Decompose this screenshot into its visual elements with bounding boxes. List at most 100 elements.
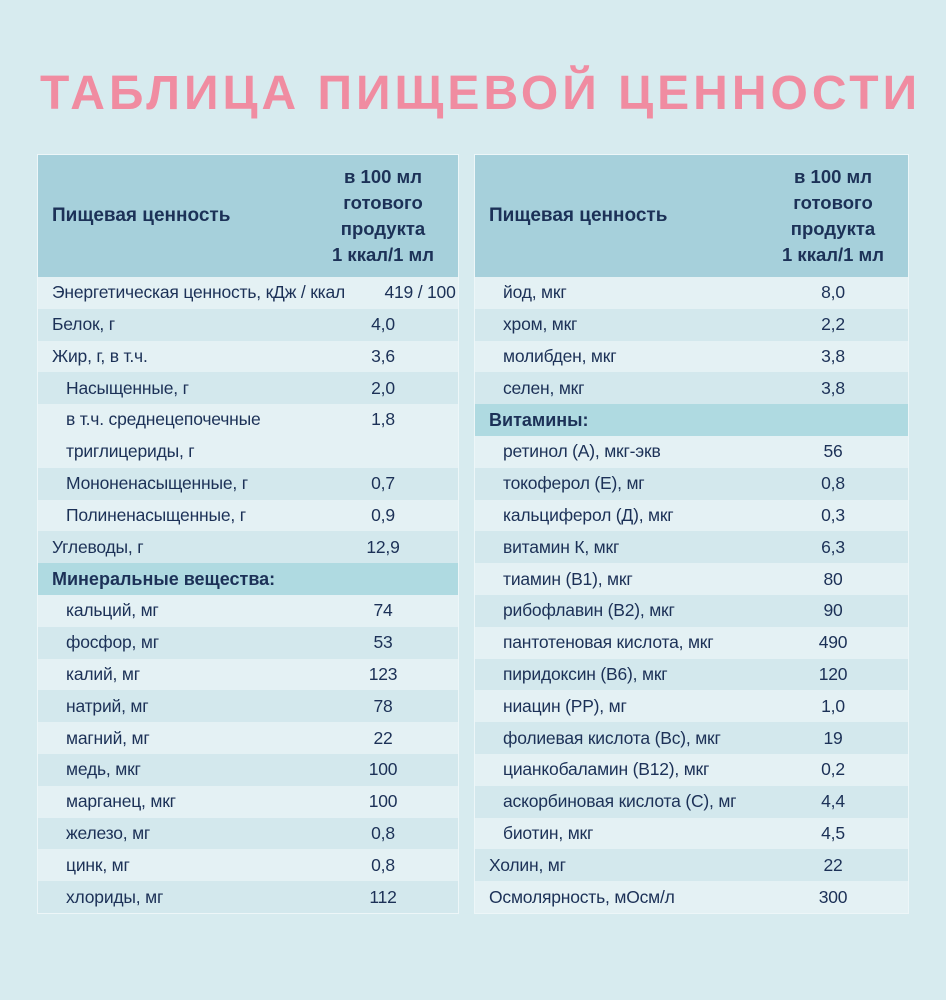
row-label: Полиненасыщенные, г: [66, 504, 246, 525]
row-label: Углеводы, г: [52, 536, 144, 557]
table-row: биотин, мкг 4,5: [475, 817, 908, 850]
row-value: 123: [368, 663, 398, 684]
row-value: 78: [373, 695, 393, 716]
nutrition-table-left: Пищевая ценность в 100 мл готового проду…: [38, 155, 458, 913]
row-value: 2,0: [371, 377, 395, 398]
table-row: йод, мкг 8,0: [475, 277, 908, 309]
section-row: Минеральные вещества:: [38, 563, 458, 595]
table-row: хром, мкг 2,2: [475, 308, 908, 341]
section-row: Витамины:: [475, 404, 908, 436]
row-label: йод, мкг: [503, 282, 567, 303]
row-value: 2,2: [821, 314, 845, 335]
table-row: в т.ч. среднецепочечные триглицериды, г …: [38, 404, 458, 468]
row-label: кальций, мг: [66, 600, 159, 621]
row-label: тиамин (В1), мкг: [503, 568, 633, 589]
row-label: молибден, мкг: [503, 345, 617, 366]
row-label: ретинол (А), мкг-экв: [503, 441, 661, 462]
table-row: рибофлавин (В2), мкг 90: [475, 594, 908, 627]
row-value: 56: [823, 441, 843, 462]
table-row: селен, мкг 3,8: [475, 372, 908, 405]
row-value: 0,9: [371, 504, 395, 525]
table-row: Углеводы, г 12,9: [38, 531, 458, 564]
row-value: 3,8: [821, 345, 845, 366]
row-label: биотин, мкг: [503, 822, 594, 843]
table-body: Энергетическая ценность, кДж / ккал 419 …: [38, 277, 458, 913]
row-value: 1,0: [821, 695, 845, 716]
row-value: 74: [373, 600, 393, 621]
row-value: 0,8: [371, 822, 395, 843]
table-row: фолиевая кислота (Вс), мкг 19: [475, 722, 908, 754]
row-label: Минеральные вещества:: [52, 568, 276, 589]
row-value: 4,0: [371, 314, 395, 335]
row-label: фосфор, мг: [66, 632, 159, 653]
row-label: хлориды, мг: [66, 886, 164, 907]
row-label: Жир, г, в т.ч.: [52, 345, 148, 366]
row-value: 112: [369, 886, 397, 907]
table-header: Пищевая ценность в 100 мл готового проду…: [38, 155, 458, 277]
table-row: медь, мкг 100: [38, 753, 458, 786]
row-label: железо, мг: [66, 822, 151, 843]
table-row: цинк, мг 0,8: [38, 849, 458, 882]
row-label: фолиевая кислота (Вс), мкг: [503, 727, 721, 748]
table-row: кальций, мг 74: [38, 594, 458, 627]
table-body: йод, мкг 8,0 хром, мкг 2,2 молибден, мкг…: [475, 277, 908, 913]
table-row: калий, мг 123: [38, 658, 458, 691]
row-value: 100: [368, 791, 398, 812]
table-row: тиамин (В1), мкг 80: [475, 563, 908, 595]
table-row: хлориды, мг 112: [38, 881, 458, 913]
table-header-label: Пищевая ценность: [489, 205, 668, 226]
row-label: аскорбиновая кислота (С), мг: [503, 791, 737, 812]
row-value: 0,7: [371, 473, 395, 494]
row-value: 3,8: [821, 377, 845, 398]
nutrition-table-right: Пищевая ценность в 100 мл готового проду…: [475, 155, 908, 913]
table-row: Белок, г 4,0: [38, 308, 458, 341]
row-label: Холин, мг: [489, 854, 566, 875]
row-label: витамин К, мкг: [503, 536, 620, 557]
row-label: пантотеновая кислота, мкг: [503, 632, 714, 653]
table-row: цианкобаламин (В12), мкг 0,2: [475, 753, 908, 786]
row-value: 19: [823, 727, 843, 748]
row-value: 490: [818, 632, 848, 653]
row-label: медь, мкг: [66, 759, 141, 780]
row-value: 4,4: [821, 791, 845, 812]
row-label: Осмолярность, мОсм/л: [489, 886, 675, 907]
table-header: Пищевая ценность в 100 мл готового проду…: [475, 155, 908, 277]
row-value: 0,3: [821, 504, 845, 525]
page-title: ТАБЛИЦА ПИЩЕВОЙ ЦЕННОСТИ: [40, 67, 922, 120]
table-row: кальциферол (Д), мкг 0,3: [475, 499, 908, 532]
row-label: токоферол (Е), мг: [503, 473, 645, 494]
row-label: калий, мг: [66, 663, 140, 684]
table-row: Полиненасыщенные, г 0,9: [38, 499, 458, 532]
row-label: пиридоксин (В6), мкг: [503, 663, 668, 684]
table-row: фосфор, мг 53: [38, 626, 458, 659]
row-value: 22: [373, 727, 393, 748]
row-label: Витамины:: [489, 409, 589, 430]
row-label: магний, мг: [66, 727, 150, 748]
row-label: рибофлавин (В2), мкг: [503, 600, 675, 621]
row-value: 100: [368, 759, 398, 780]
row-value: 90: [823, 600, 843, 621]
table-row: железо, мг 0,8: [38, 817, 458, 850]
row-value: 1,8: [371, 409, 395, 430]
table-header-label: Пищевая ценность: [52, 205, 231, 226]
row-label: в т.ч. среднецепочечные триглицериды, г: [66, 409, 261, 461]
table-row: натрий, мг 78: [38, 690, 458, 723]
row-value: 0,8: [821, 473, 845, 494]
table-row: витамин К, мкг 6,3: [475, 531, 908, 564]
table-row: молибден, мкг 3,8: [475, 340, 908, 373]
row-label: цинк, мг: [66, 854, 130, 875]
table-row: марганец, мкг 100: [38, 785, 458, 818]
row-value: 53: [373, 632, 393, 653]
row-value: 80: [823, 568, 843, 589]
row-label: хром, мкг: [503, 314, 578, 335]
table-row: Холин, мг 22: [475, 849, 908, 882]
row-label: марганец, мкг: [66, 791, 176, 812]
row-label: кальциферол (Д), мкг: [503, 504, 674, 525]
row-value: 12,9: [366, 536, 400, 557]
table-header-unit: в 100 мл готового продукта 1 ккал/1 мл: [332, 166, 434, 265]
table-row: ретинол (А), мкг-экв 56: [475, 435, 908, 468]
row-label: Белок, г: [52, 314, 115, 335]
row-label: селен, мкг: [503, 377, 585, 398]
table-row: Осмолярность, мОсм/л 300: [475, 881, 908, 913]
table-row: Жир, г, в т.ч. 3,6: [38, 340, 458, 373]
